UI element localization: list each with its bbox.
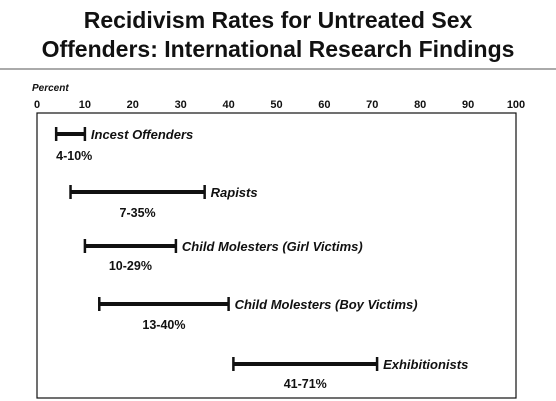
x-tick-label-30: 30 (175, 99, 187, 111)
x-tick-label-80: 80 (414, 99, 426, 111)
range-bar-rapists: Rapists 7-35% (69, 185, 258, 220)
range-bar-child-molesters-girl-victims: Child Molesters (Girl Victims) 10-29% (83, 239, 363, 273)
series-name-label: Exhibitionists (383, 357, 468, 372)
range-value-label: 10-29% (109, 259, 152, 273)
x-tick-label-100: 100 (507, 99, 525, 111)
range-value-label: 41-71% (284, 377, 327, 391)
range-value-label: 4-10% (56, 149, 92, 163)
x-axis-unit-label: Percent (32, 83, 69, 94)
x-tick-label-90: 90 (462, 99, 474, 111)
chart-title-line-1: Recidivism Rates for Untreated Sex (84, 7, 473, 33)
series-name-label: Child Molesters (Boy Victims) (235, 297, 418, 312)
range-value-label: 13-40% (142, 318, 185, 332)
x-tick-label-50: 50 (270, 99, 282, 111)
x-tick-label-20: 20 (127, 99, 139, 111)
series-name-label: Incest Offenders (91, 127, 193, 142)
x-axis-ticks: 0 10 20 30 40 50 60 70 80 90 100 (34, 99, 525, 111)
plot-frame (36, 112, 517, 399)
x-tick-label-40: 40 (222, 99, 234, 111)
series-name-label: Rapists (211, 185, 258, 200)
x-tick-label-0: 0 (34, 99, 40, 111)
series-name-label: Child Molesters (Girl Victims) (182, 239, 363, 254)
range-bar-incest-offenders: Incest Offenders 4-10% (54, 127, 193, 163)
chart-title-line-2: Offenders: International Research Findin… (42, 36, 515, 62)
range-bar-child-molesters-boy-victims: Child Molesters (Boy Victims) 13-40% (98, 297, 418, 332)
range-bar-exhibitionists: Exhibitionists 41-71% (232, 357, 468, 391)
x-tick-label-70: 70 (366, 99, 378, 111)
range-bars: Incest Offenders 4-10% Rapists 7-35% Child M… (54, 127, 468, 391)
x-tick-label-60: 60 (318, 99, 330, 111)
range-value-label: 7-35% (120, 206, 156, 220)
x-tick-label-10: 10 (79, 99, 91, 111)
